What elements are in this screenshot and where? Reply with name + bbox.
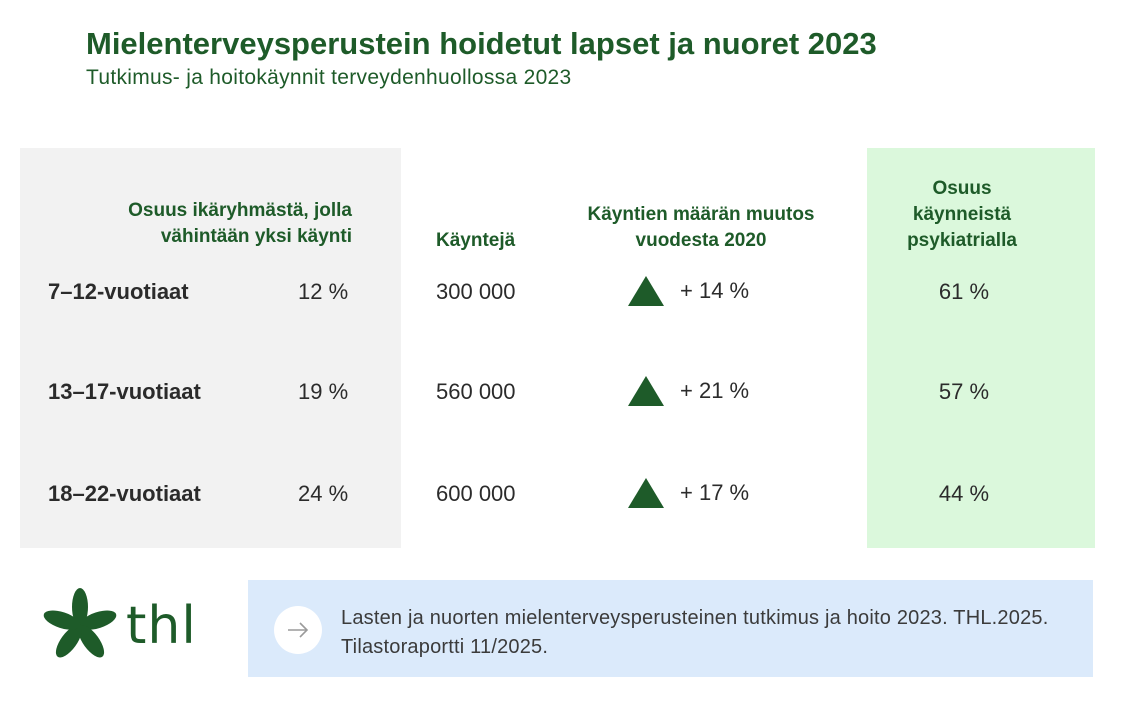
thl-wordmark: thl [126, 596, 197, 656]
thl-flower-icon [43, 588, 117, 658]
triangle-up-icon [628, 376, 664, 406]
chart-subtitle: Tutkimus- ja hoitokäynnit terveydenhuoll… [86, 66, 572, 89]
row-share-value: 24 % [298, 481, 349, 506]
header-change: Käyntien määrän muutos vuodesta 2020 [587, 204, 815, 251]
triangle-up-icon [628, 276, 664, 306]
psychiatry-column-panel [867, 148, 1095, 548]
row-change-value: + 21 % [680, 378, 750, 403]
row-change: + 17 % [628, 478, 749, 508]
share-column-panel [20, 148, 401, 548]
row-share-value: 19 % [298, 379, 349, 404]
row-visits-value: 560 000 [436, 379, 516, 404]
header-visits: Käyntejä [436, 230, 516, 251]
row-visits-value: 300 000 [436, 279, 516, 304]
chart-title: Mielenterveysperustein hoidetut lapset j… [86, 26, 877, 61]
source-panel [248, 580, 1093, 677]
thl-logo: thl [40, 588, 197, 664]
arrow-right-icon [288, 622, 309, 638]
row-change-value: + 17 % [680, 480, 750, 505]
triangle-up-icon [628, 478, 664, 508]
row-agegroup: 13–17-vuotiaat [48, 379, 201, 404]
row-agegroup: 18–22-vuotiaat [48, 481, 201, 506]
row-change: + 14 % [628, 276, 749, 306]
row-change: + 21 % [628, 376, 749, 406]
row-psychiatry-value: 44 % [938, 481, 990, 506]
row-agegroup: 7–12-vuotiaat [48, 279, 189, 304]
row-share-value: 12 % [298, 279, 349, 304]
header-psychiatry: Osuus käynneistä psykiatrialla [907, 178, 1017, 251]
header-share: Osuus ikäryhmästä, jolla vähintään yksi … [128, 200, 352, 247]
row-visits-value: 600 000 [436, 481, 516, 506]
source-citation: Lasten ja nuorten mielenterveysperustein… [341, 607, 1049, 658]
row-change-value: + 14 % [680, 278, 750, 303]
row-psychiatry-value: 61 % [938, 279, 990, 304]
source-link-button[interactable] [274, 606, 322, 654]
row-psychiatry-value: 57 % [938, 379, 990, 404]
